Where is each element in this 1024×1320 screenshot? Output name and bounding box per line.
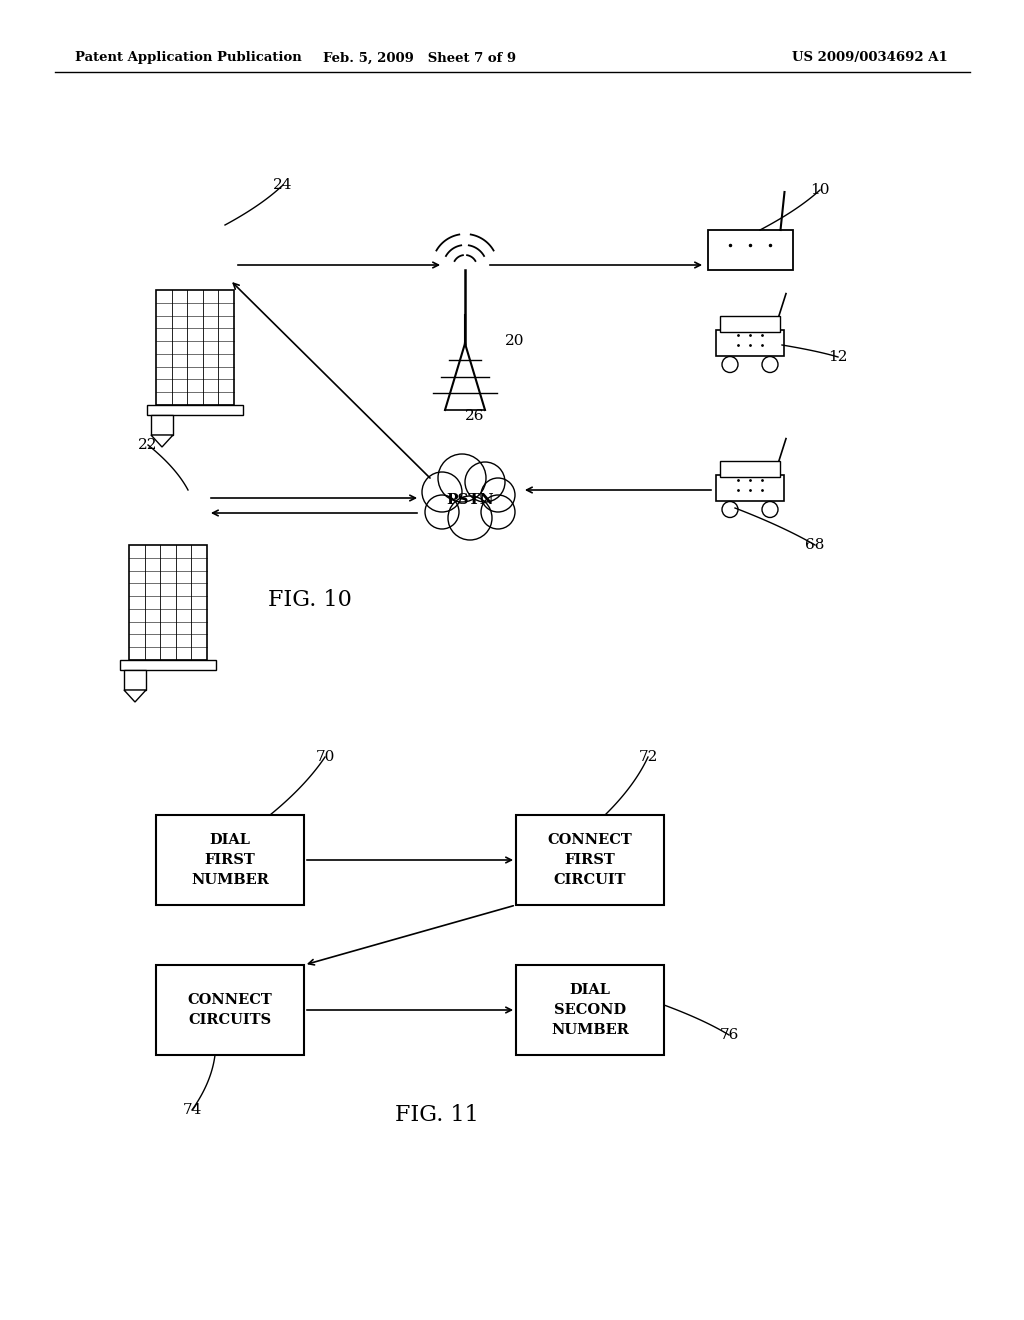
Text: 24: 24 bbox=[273, 178, 293, 191]
Text: 76: 76 bbox=[719, 1028, 738, 1041]
Circle shape bbox=[465, 462, 505, 502]
Text: 26: 26 bbox=[465, 409, 484, 422]
Text: FIG. 11: FIG. 11 bbox=[395, 1104, 479, 1126]
Polygon shape bbox=[124, 690, 146, 702]
Bar bbox=[716, 330, 784, 355]
Bar bbox=[151, 414, 173, 436]
Bar bbox=[156, 965, 304, 1055]
Circle shape bbox=[722, 502, 738, 517]
Text: 10: 10 bbox=[810, 183, 829, 197]
Text: 20: 20 bbox=[505, 334, 524, 348]
Bar bbox=[516, 965, 664, 1055]
Circle shape bbox=[449, 496, 492, 540]
Circle shape bbox=[722, 356, 738, 372]
Circle shape bbox=[481, 478, 515, 512]
Text: 74: 74 bbox=[182, 1104, 202, 1117]
Text: US 2009/0034692 A1: US 2009/0034692 A1 bbox=[793, 51, 948, 65]
Circle shape bbox=[481, 495, 515, 529]
Text: Feb. 5, 2009   Sheet 7 of 9: Feb. 5, 2009 Sheet 7 of 9 bbox=[324, 51, 516, 65]
Text: CONNECT
FIRST
CIRCUIT: CONNECT FIRST CIRCUIT bbox=[548, 833, 633, 887]
Circle shape bbox=[425, 495, 459, 529]
Circle shape bbox=[438, 454, 486, 502]
Bar bbox=[720, 461, 780, 478]
Circle shape bbox=[762, 356, 778, 372]
Bar bbox=[156, 814, 304, 906]
Text: 12: 12 bbox=[828, 350, 848, 364]
Bar bbox=[129, 545, 207, 660]
Text: Patent Application Publication: Patent Application Publication bbox=[75, 51, 302, 65]
Text: DIAL
FIRST
NUMBER: DIAL FIRST NUMBER bbox=[191, 833, 269, 887]
Text: CONNECT
CIRCUITS: CONNECT CIRCUITS bbox=[187, 993, 272, 1027]
Bar bbox=[716, 475, 784, 500]
Text: 72: 72 bbox=[638, 750, 657, 764]
Bar bbox=[708, 230, 793, 271]
Text: 68: 68 bbox=[805, 539, 824, 552]
Polygon shape bbox=[151, 436, 173, 447]
Bar bbox=[120, 660, 216, 671]
Bar bbox=[124, 671, 146, 690]
Bar bbox=[156, 290, 234, 405]
Text: 70: 70 bbox=[315, 750, 335, 764]
Circle shape bbox=[422, 473, 462, 512]
Bar bbox=[147, 405, 243, 414]
Bar bbox=[720, 315, 780, 333]
Text: DIAL
SECOND
NUMBER: DIAL SECOND NUMBER bbox=[551, 983, 629, 1036]
Bar bbox=[516, 814, 664, 906]
Text: 22: 22 bbox=[138, 438, 158, 451]
Circle shape bbox=[762, 502, 778, 517]
Text: PSTN: PSTN bbox=[446, 492, 494, 507]
Text: FIG. 10: FIG. 10 bbox=[268, 589, 352, 611]
